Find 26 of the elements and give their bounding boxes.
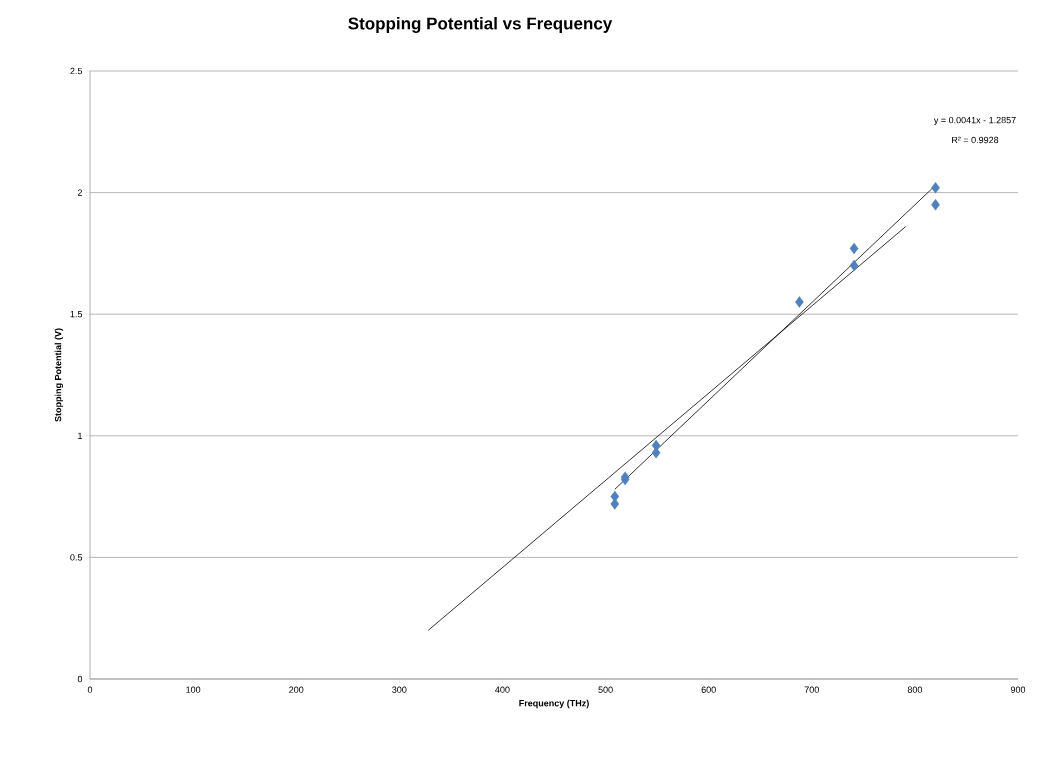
point: [795, 296, 804, 308]
annotation: R² = 0.9928: [952, 136, 999, 144]
x-tick-label: 100: [186, 686, 201, 693]
y-tick-label: 1: [78, 432, 83, 439]
point: [931, 182, 940, 194]
point: [931, 199, 940, 211]
x-tick-label: 500: [598, 686, 613, 693]
x-tick-label: 400: [495, 686, 510, 693]
point: [849, 242, 859, 255]
x-tick-label: 900: [1010, 686, 1026, 693]
x-tick-label: 700: [804, 686, 819, 693]
y-axis-title: Stopping Potential (V): [54, 328, 64, 422]
y-tick-label: 0: [77, 675, 83, 683]
x-tick-label: 800: [907, 686, 923, 693]
x-axis-title: Frequency (THz): [519, 699, 589, 709]
y-tick-label: 1.5: [70, 311, 83, 318]
x-tick-label: 600: [701, 686, 716, 693]
y-tick-label: 0.5: [70, 554, 83, 561]
chart-title: Stopping Potential vs Frequency: [348, 17, 613, 33]
x-tick-label: 200: [289, 686, 304, 693]
x-tick-label: 300: [392, 686, 407, 693]
annotation: y = 0.0041x - 1.2857: [933, 116, 1016, 126]
point: [849, 259, 859, 272]
y-tick-label: 2: [77, 189, 83, 196]
y-tick-label: 2.5: [70, 67, 83, 75]
x-tick-label: 0: [87, 686, 93, 693]
